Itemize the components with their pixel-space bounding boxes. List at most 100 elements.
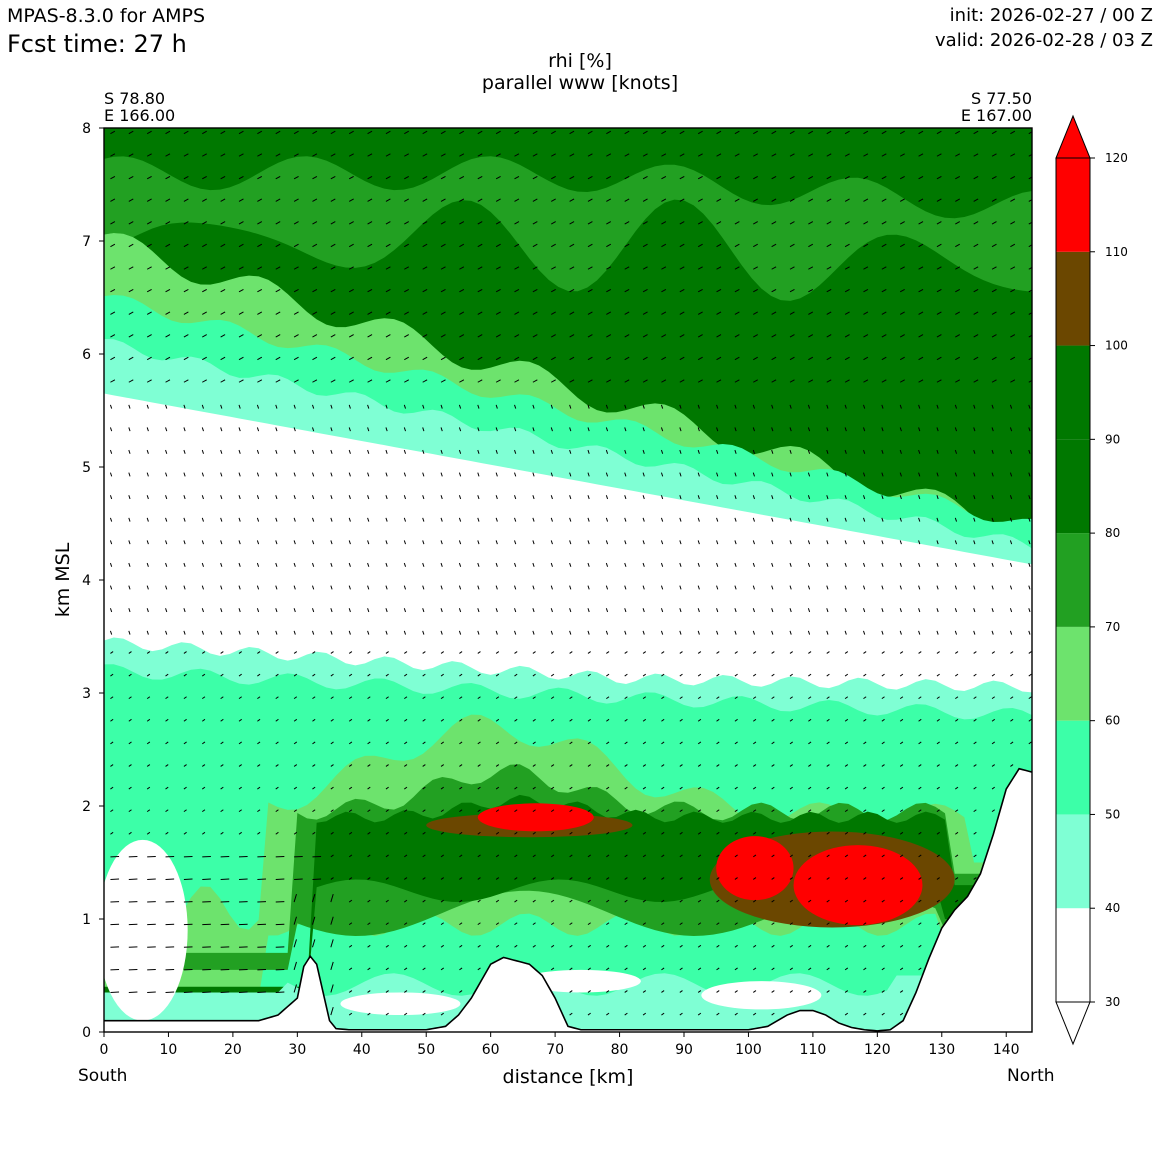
wind-arrow xyxy=(514,130,520,135)
wind-arrow xyxy=(146,786,151,790)
wind-arrow xyxy=(458,630,462,635)
wind-arrow xyxy=(863,585,866,590)
wind-arrow xyxy=(660,630,664,635)
wind-arrow xyxy=(605,404,609,409)
wind-arrow xyxy=(422,175,428,180)
wind-arrow xyxy=(422,630,425,635)
wind-arrow xyxy=(532,472,535,477)
wind-arrow xyxy=(881,379,887,383)
wind-arrow xyxy=(587,831,591,835)
wind-arrow xyxy=(642,585,645,590)
wind-arrow xyxy=(422,562,425,567)
wind-arrow xyxy=(201,585,204,590)
wind-arrow xyxy=(697,877,702,880)
wind-arrow xyxy=(771,764,775,767)
wind-arrow xyxy=(936,334,942,338)
wind-arrow xyxy=(624,175,630,180)
wind-arrow xyxy=(826,944,830,948)
wind-arrow xyxy=(991,764,996,767)
wind-arrow xyxy=(569,495,572,500)
axes: 0 10 20 30 40 50 60 70 80 90 100 110 120 130 140012345… xyxy=(82,121,1033,1058)
wind-arrow xyxy=(495,379,501,383)
wind-arrow xyxy=(973,562,976,567)
wind-arrow xyxy=(918,718,922,722)
wind-arrow xyxy=(440,854,445,858)
wind-arrow xyxy=(330,877,334,880)
wind-arrow xyxy=(1010,718,1014,722)
wind-arrow xyxy=(587,741,591,745)
wind-arrow xyxy=(679,379,685,383)
y-tick-label: 7 xyxy=(82,234,91,250)
wind-arrow xyxy=(881,153,887,157)
wind-arrow xyxy=(293,718,298,722)
wind-arrow xyxy=(752,764,757,767)
wind-arrow xyxy=(367,1012,371,1016)
wind-arrow xyxy=(440,198,446,202)
wind-arrow xyxy=(477,266,483,270)
wind-arrow xyxy=(918,311,924,315)
wind-arrow xyxy=(165,221,171,225)
wind-arrow xyxy=(954,449,958,454)
wind-arrow xyxy=(532,854,536,858)
wind-arrow xyxy=(844,130,850,135)
wind-arrow xyxy=(551,243,556,248)
wind-arrow xyxy=(128,540,131,545)
wind-arrow xyxy=(569,877,573,880)
wind-arrow xyxy=(330,809,334,813)
wind-arrow xyxy=(697,427,700,432)
wind-arrow xyxy=(422,944,426,948)
wind-arrow xyxy=(146,651,151,654)
y-tick-label: 5 xyxy=(82,460,91,476)
wind-arrow xyxy=(220,517,223,522)
wind-arrow xyxy=(440,243,446,248)
wind-arrow xyxy=(312,427,315,432)
wind-arrow xyxy=(991,786,996,790)
wind-arrow xyxy=(679,608,682,613)
wind-arrow xyxy=(734,175,740,180)
wind-arrow xyxy=(771,831,775,835)
wind-arrow xyxy=(660,517,664,522)
wind-arrow xyxy=(679,786,683,790)
wind-arrow xyxy=(257,288,263,293)
wind-arrow xyxy=(918,495,921,500)
wind-arrow xyxy=(752,404,755,409)
wind-arrow xyxy=(899,764,904,767)
wind-arrow xyxy=(312,404,315,409)
wind-arrow xyxy=(514,608,517,613)
wind-arrow xyxy=(661,786,665,790)
wind-arrow xyxy=(569,427,572,432)
wind-arrow xyxy=(642,266,648,270)
wind-arrow xyxy=(624,243,630,248)
wind-arrow xyxy=(973,608,976,613)
wind-arrow xyxy=(550,831,555,835)
wind-arrow xyxy=(918,356,924,361)
wind-arrow xyxy=(826,427,829,432)
wind-arrow xyxy=(293,630,296,635)
wind-arrow xyxy=(973,696,977,700)
wind-arrow xyxy=(146,517,149,522)
wind-arrow xyxy=(606,718,610,722)
wind-arrow xyxy=(532,495,535,500)
wind-arrow xyxy=(697,741,702,745)
wind-arrow xyxy=(918,198,924,202)
wind-arrow xyxy=(918,696,922,700)
wind-arrow xyxy=(550,967,555,971)
wind-arrow xyxy=(606,809,610,813)
wind-arrow xyxy=(899,630,902,635)
wind-arrow xyxy=(348,311,354,315)
wind-arrow xyxy=(385,404,388,409)
wind-arrow xyxy=(404,741,408,745)
wind-arrow xyxy=(771,967,775,971)
wind-arrow xyxy=(1028,334,1032,338)
wind-arrow xyxy=(826,356,832,361)
wind-arrow xyxy=(532,630,535,635)
wind-arrow xyxy=(275,562,278,567)
wind-arrow xyxy=(881,495,884,500)
wind-arrow xyxy=(367,517,370,522)
wind-arrow xyxy=(807,562,811,567)
wind-arrow xyxy=(385,472,388,477)
wind-arrow xyxy=(165,130,171,135)
wind-arrow xyxy=(716,356,722,361)
wind-arrow xyxy=(734,673,738,677)
wind-arrow xyxy=(863,741,867,745)
